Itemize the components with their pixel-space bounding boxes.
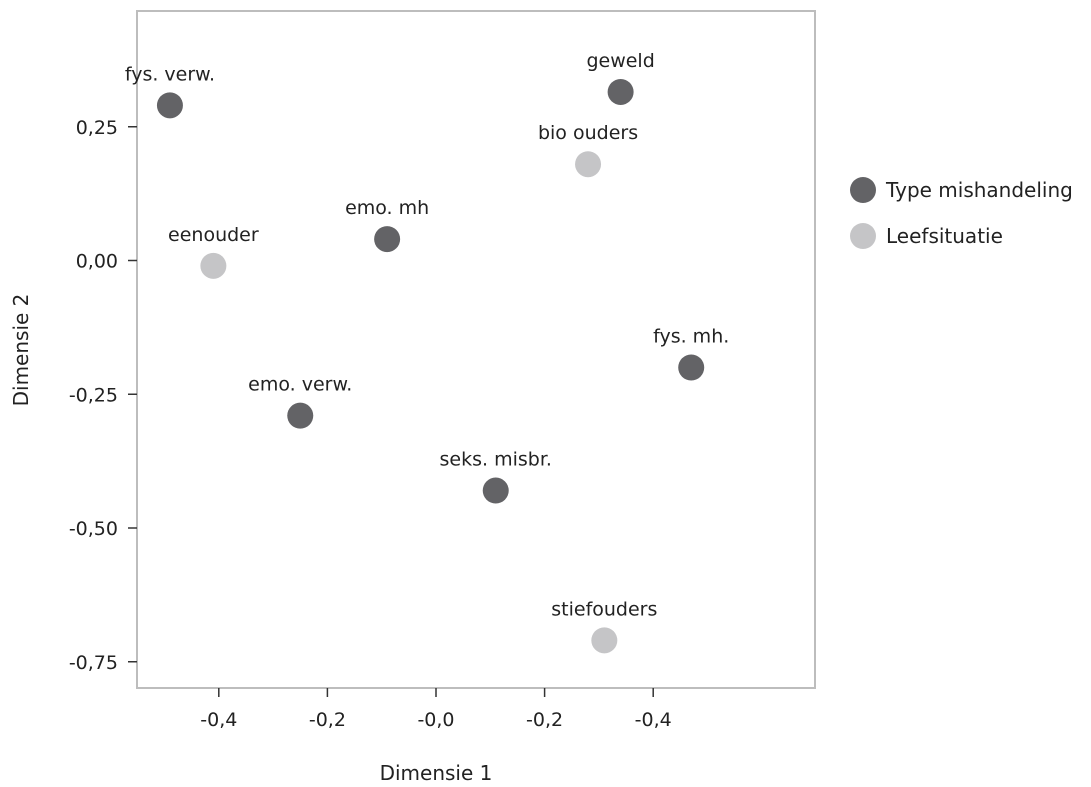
point-label: emo. mh	[345, 197, 429, 219]
point-label: seks. misbr.	[440, 449, 552, 471]
scatter-point	[482, 477, 509, 504]
y-tick-label: -0,75	[69, 652, 118, 674]
legend: Type mishandeling Leefsituatie	[850, 177, 1073, 249]
point-label: fys. mh.	[653, 326, 729, 348]
y-tick-label: -0,50	[69, 518, 118, 540]
y-tick-label: 0,00	[76, 251, 118, 273]
x-tick-label: -0,4	[200, 709, 237, 731]
point-label: emo. verw.	[248, 374, 352, 396]
scatter-point	[374, 226, 401, 253]
point-label: eenouder	[168, 224, 259, 246]
legend-swatch	[850, 223, 876, 249]
scatter-point	[607, 78, 634, 105]
legend-label: Leefsituatie	[886, 224, 1003, 248]
point-label: fys. verw.	[125, 63, 215, 85]
y-tick-label: 0,25	[76, 117, 118, 139]
data-points: fys. verw. geweld emo. mh fys. mh. emo. verw…	[125, 50, 729, 654]
scatter-point	[678, 354, 705, 381]
point-label: geweld	[586, 50, 654, 72]
y-axis-title: Dimensie 2	[9, 294, 33, 407]
x-axis-title: Dimensie 1	[380, 761, 493, 785]
x-tick-label: -0,2	[309, 709, 346, 731]
x-tick-label: -0,2	[526, 709, 563, 731]
y-tick-label: -0,25	[69, 384, 118, 406]
point-label: stiefouders	[551, 598, 657, 620]
scatter-point	[575, 151, 602, 178]
x-axis: -0,4 -0,2 -0,0 -0,2 -0,4	[200, 688, 672, 731]
x-tick-label: -0,0	[417, 709, 454, 731]
scatter-point	[200, 252, 227, 279]
scatter-point	[591, 627, 618, 654]
scatter-point	[156, 92, 183, 119]
scatter-point	[287, 402, 314, 429]
point-label: bio ouders	[538, 122, 638, 144]
legend-label: Type mishandeling	[885, 178, 1073, 202]
x-tick-label: -0,4	[635, 709, 672, 731]
y-axis: 0,25 0,00 -0,25 -0,50 -0,75	[69, 117, 137, 674]
legend-swatch	[850, 177, 876, 203]
plot-frame	[136, 10, 816, 689]
